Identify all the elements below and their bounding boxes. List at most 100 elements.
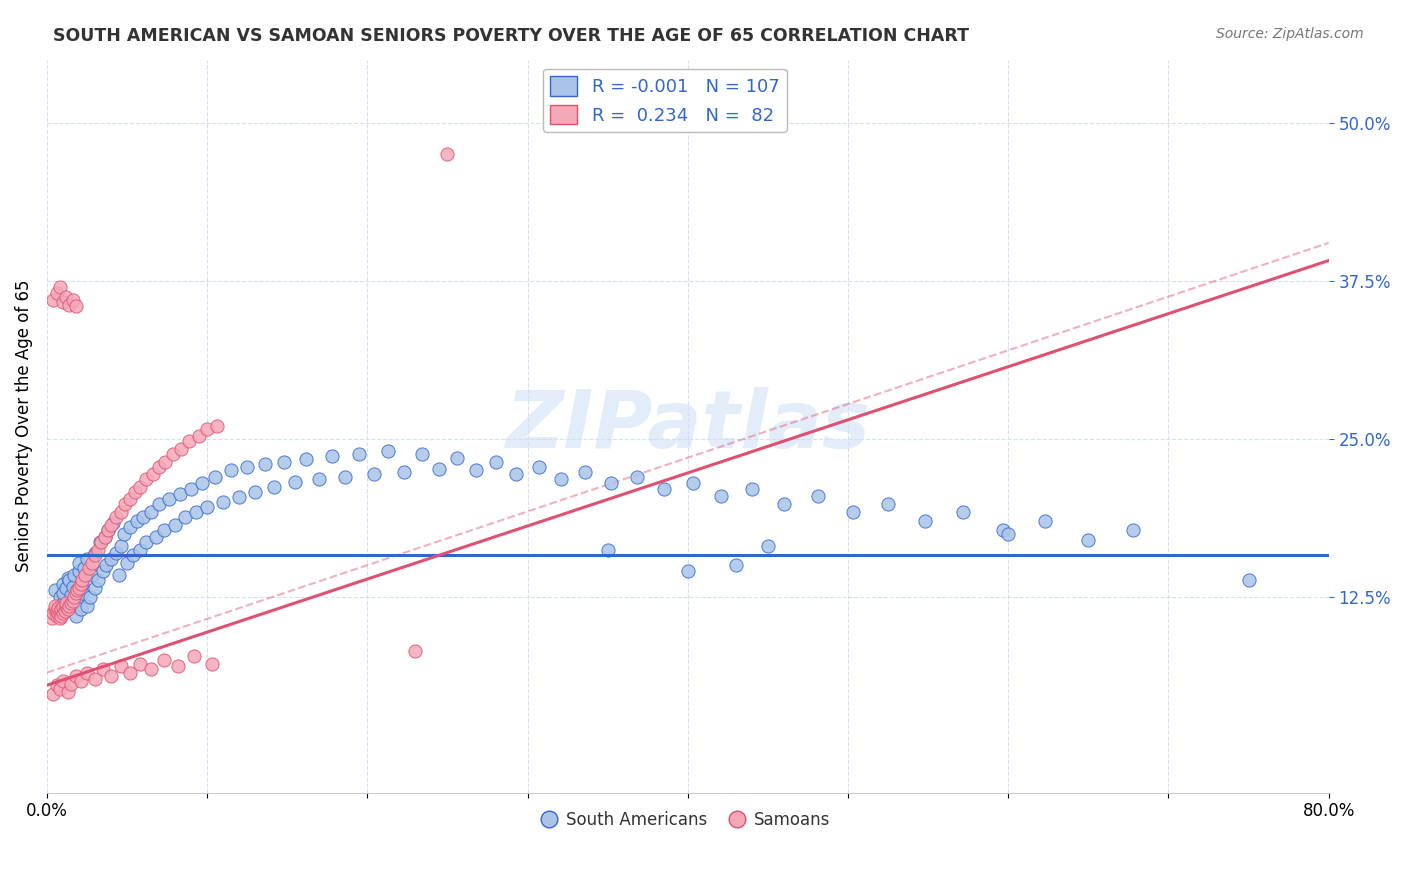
Point: [596, 543, 619, 558]
Point: [52, 586, 75, 600]
Point: [42, 606, 65, 620]
Point: [676, 565, 699, 579]
Point: [1122, 523, 1144, 537]
Point: [284, 475, 307, 489]
Point: [66, 583, 89, 598]
Point: [773, 498, 796, 512]
Point: [1237, 574, 1260, 588]
Point: [44, 599, 66, 613]
Point: [52, 674, 75, 689]
Point: [993, 523, 1015, 537]
Point: [89, 535, 111, 549]
Point: [53, 604, 76, 618]
Point: [44, 602, 66, 616]
Point: [84, 672, 107, 686]
Point: [55, 581, 77, 595]
Point: [91, 662, 114, 676]
Point: [165, 517, 187, 532]
Point: [65, 593, 87, 607]
Point: [70, 574, 93, 588]
Point: [273, 454, 295, 468]
Point: [997, 526, 1019, 541]
Point: [599, 475, 621, 490]
Point: [90, 535, 112, 549]
Point: [212, 495, 235, 509]
Point: [70, 586, 93, 600]
Point: [465, 463, 488, 477]
Point: [58, 599, 80, 613]
Point: [756, 539, 779, 553]
Point: [48, 280, 70, 294]
Point: [120, 665, 142, 680]
Point: [243, 484, 266, 499]
Point: [135, 535, 157, 549]
Point: [139, 662, 162, 676]
Legend: South Americans, Samoans: South Americans, Samoans: [538, 805, 838, 836]
Point: [77, 560, 100, 574]
Point: [104, 510, 127, 524]
Point: [84, 548, 107, 562]
Point: [58, 298, 80, 312]
Point: [45, 286, 67, 301]
Point: [44, 583, 66, 598]
Point: [55, 290, 77, 304]
Point: [65, 608, 87, 623]
Point: [66, 583, 89, 598]
Point: [157, 492, 180, 507]
Point: [349, 447, 371, 461]
Point: [436, 147, 458, 161]
Point: [63, 590, 86, 604]
Point: [104, 545, 127, 559]
Point: [153, 523, 176, 537]
Point: [108, 568, 131, 582]
Point: [52, 599, 75, 614]
Point: [205, 419, 228, 434]
Point: [100, 551, 122, 566]
Point: [574, 465, 596, 479]
Point: [65, 299, 87, 313]
Point: [59, 677, 82, 691]
Point: [67, 565, 90, 579]
Point: [1033, 514, 1056, 528]
Point: [55, 596, 77, 610]
Point: [97, 523, 120, 537]
Point: [155, 454, 177, 468]
Point: [411, 447, 433, 461]
Point: [62, 580, 84, 594]
Point: [63, 568, 86, 582]
Point: [52, 577, 75, 591]
Point: [67, 556, 90, 570]
Point: [91, 565, 114, 579]
Point: [550, 472, 572, 486]
Point: [806, 489, 828, 503]
Point: [56, 602, 79, 616]
Point: [201, 657, 224, 671]
Point: [110, 659, 132, 673]
Point: [626, 469, 648, 483]
Point: [253, 457, 276, 471]
Point: [59, 599, 82, 613]
Point: [170, 442, 193, 456]
Point: [219, 463, 242, 477]
Point: [195, 500, 218, 514]
Point: [191, 475, 214, 490]
Point: [877, 498, 900, 512]
Point: [52, 606, 75, 620]
Point: [110, 505, 132, 519]
Point: [80, 568, 103, 582]
Point: [228, 490, 250, 504]
Point: [62, 293, 84, 307]
Point: [87, 574, 110, 588]
Point: [46, 601, 69, 615]
Point: [87, 543, 110, 558]
Point: [100, 517, 122, 532]
Point: [527, 459, 550, 474]
Point: [308, 472, 330, 486]
Point: [76, 665, 98, 680]
Point: [112, 526, 135, 541]
Point: [51, 602, 73, 616]
Point: [842, 505, 865, 519]
Text: SOUTH AMERICAN VS SAMOAN SENIORS POVERTY OVER THE AGE OF 65 CORRELATION CHART: SOUTH AMERICAN VS SAMOAN SENIORS POVERTY…: [53, 27, 969, 45]
Point: [114, 498, 136, 512]
Point: [73, 560, 96, 574]
